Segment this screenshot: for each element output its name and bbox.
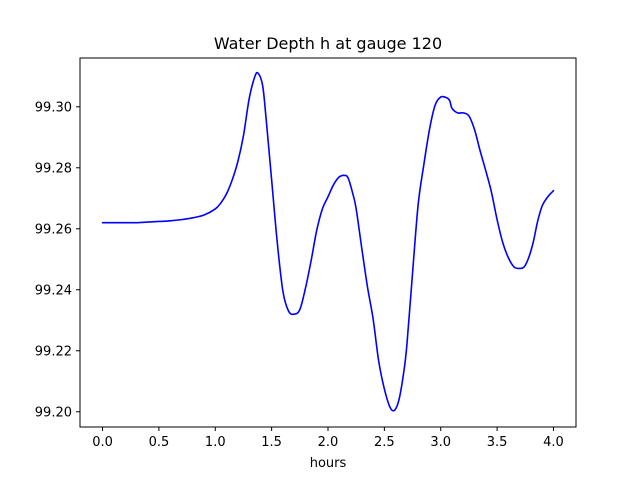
chart-title: Water Depth h at gauge 120: [214, 34, 442, 53]
x-tick-label: 4.0: [543, 435, 564, 450]
water-depth-series-line: [101, 71, 555, 412]
x-tick-label: 1.0: [205, 435, 226, 450]
y-tick-label: 99.30: [35, 100, 72, 115]
y-tick-label: 99.24: [35, 283, 72, 298]
x-tick-label: 2.0: [318, 435, 339, 450]
x-tick-label: 1.5: [261, 435, 282, 450]
x-tick-label: 2.5: [374, 435, 395, 450]
x-axis-label: hours: [310, 456, 347, 471]
x-tick-label: 3.5: [487, 435, 508, 450]
y-tick-label: 99.20: [35, 405, 72, 420]
x-tick-label: 0.5: [149, 435, 170, 450]
y-tick-label: 99.26: [35, 222, 72, 237]
axis-ticks: 0.0 0.5 1.0 1.5 2.0 2.5 3.0 3.5 4.0 99.20 99.22 99.…: [35, 100, 564, 450]
plot-area-frame: [79, 57, 577, 428]
y-tick-label: 99.22: [35, 344, 72, 359]
x-tick-label: 0.0: [92, 435, 113, 450]
x-tick-label: 3.0: [430, 435, 451, 450]
y-tick-label: 99.28: [35, 161, 72, 176]
